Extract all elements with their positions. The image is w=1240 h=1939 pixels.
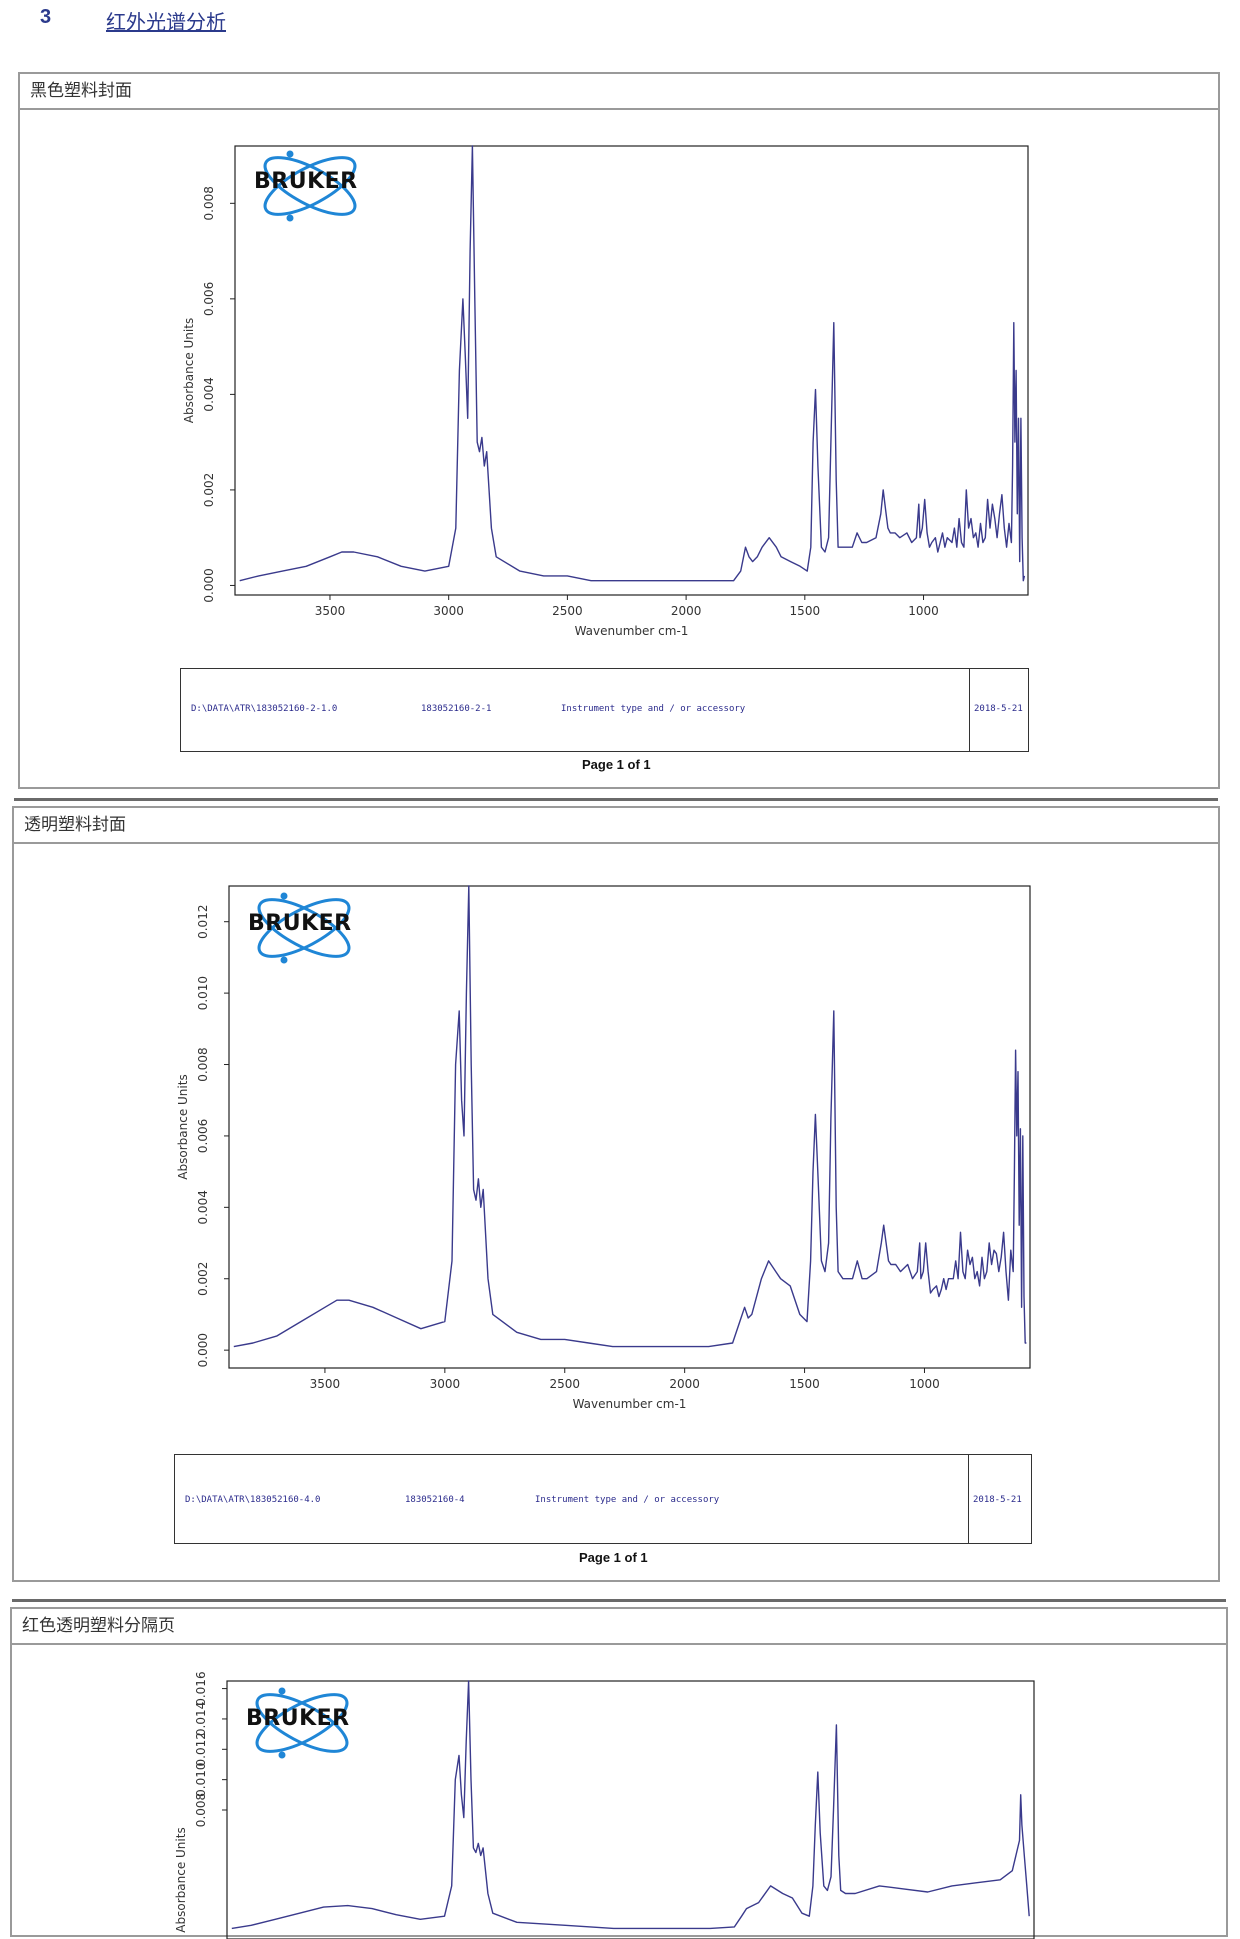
footer-file-path: D:\DATA\ATR\183052160-2-1.0 [191,704,338,714]
footer-sample-id: 183052160-2-1 [421,704,492,714]
spectrum-panel-red-divider: 红色透明塑料分隔页 0.008 0.010 0.012 0.014 0.016 Absor… [10,1599,1228,1939]
x-tick-label: 3000 [430,1377,461,1391]
spectrum-line [231,1680,1030,1930]
x-tick-label: 3500 [310,1377,341,1391]
y-tick-label: 0.014 [194,1702,208,1736]
section-divider [12,1599,1226,1602]
y-axis-label: Absorbance Units [176,1074,190,1179]
x-axis-label: Wavenumber cm-1 [573,1397,687,1411]
spectrum-line [233,885,1027,1348]
y-tick-label: 0.012 [196,905,210,939]
plot-frame [228,885,1031,1369]
footer-date: 2018-5-21 [973,1495,1022,1505]
section-number: 3 [40,6,52,28]
footer-instrument: Instrument type and / or accessory [561,704,746,714]
panel-title: 红色透明塑料分隔页 [12,1609,1226,1645]
y-tick-label: 0.012 [194,1732,208,1766]
x-tick-label: 1500 [789,1377,820,1391]
x-tick-label: 3000 [433,604,464,618]
spectrum-panel-clear-cover: 透明塑料封面 0.000 0.002 0.004 0.006 0.008 0.010 0.0… [12,798,1220,1582]
spectrum-panel-black-cover: 黑色塑料封面 0.000 0.002 0.004 0.006 0.008 Absorban… [18,72,1220,789]
page-label: Page 1 of 1 [582,757,651,772]
ir-spectrum-chart: 0.000 0.002 0.004 0.006 0.008 0.010 0.012 Absor… [176,885,1031,1411]
x-tick-label: 2500 [552,604,583,618]
y-tick-label: 0.008 [196,1047,210,1081]
y-axis-label: Absorbance Units [182,318,196,423]
section-divider [14,798,1218,801]
y-tick-label: 0.006 [196,1119,210,1153]
report-footer-box: D:\DATA\ATR\183052160-4.0 183052160-4 In… [174,1454,1032,1544]
report-footer-box: D:\DATA\ATR\183052160-2-1.0 183052160-2-… [180,668,1029,752]
x-tick-label: 2500 [549,1377,580,1391]
x-tick-label: 1000 [908,604,939,618]
y-tick-label: 0.010 [196,976,210,1010]
y-tick-label: 0.006 [202,282,216,316]
y-tick-label: 0.008 [194,1793,208,1827]
x-tick-label: 1500 [790,604,821,618]
footer-sample-id: 183052160-4 [405,1495,465,1505]
bruker-logo-text: BRUKER [246,1706,350,1731]
bruker-atom-logo-icon [257,892,351,964]
x-tick-label: 3500 [315,604,346,618]
page-label: Page 1 of 1 [579,1550,648,1565]
x-tick-label: 2000 [671,604,702,618]
x-tick-label: 1000 [909,1377,940,1391]
bruker-logo-text: BRUKER [254,169,358,194]
bruker-logo-text: BRUKER [248,911,352,936]
bruker-atom-logo-icon [255,1687,349,1759]
y-tick-label: 0.002 [202,473,216,507]
bruker-logo: BRUKER [242,1683,362,1763]
footer-date: 2018-5-21 [974,704,1023,714]
bruker-atom-logo-icon [263,150,357,222]
footer-file-path: D:\DATA\ATR\183052160-4.0 [185,1495,321,1505]
y-tick-label: 0.004 [202,377,216,411]
ir-spectrum-chart: 0.000 0.002 0.004 0.006 0.008 Absorbance Unit… [182,145,1029,638]
footer-instrument: Instrument type and / or accessory [535,1495,720,1505]
panel-title: 黑色塑料封面 [20,74,1218,110]
y-tick-label: 0.004 [196,1190,210,1224]
y-tick-label: 0.002 [196,1262,210,1296]
plot-frame [234,145,1029,596]
bruker-logo: BRUKER [250,146,370,226]
section-title-link[interactable]: 红外光谱分析 [106,10,226,34]
y-tick-label: 0.000 [196,1333,210,1367]
y-tick-label: 0.008 [202,186,216,220]
x-tick-label: 2000 [669,1377,700,1391]
x-axis-label: Wavenumber cm-1 [575,624,689,638]
y-tick-label: 0.010 [194,1762,208,1796]
y-tick-label: 0.016 [194,1671,208,1705]
bruker-logo: BRUKER [244,888,364,968]
y-axis-label: Absorbance Units [174,1827,188,1932]
spectrum-line [239,145,1026,582]
y-tick-label: 0.000 [202,568,216,602]
panel-title: 透明塑料封面 [14,808,1218,844]
